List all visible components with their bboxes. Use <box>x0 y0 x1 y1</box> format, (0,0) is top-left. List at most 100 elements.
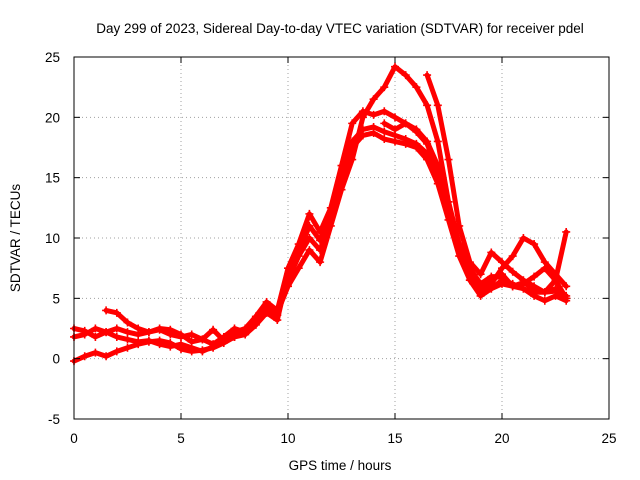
data-point <box>155 325 164 334</box>
data-point <box>166 330 175 339</box>
data-point <box>551 276 560 285</box>
data-point <box>508 252 517 261</box>
x-tick-label: 20 <box>494 431 509 446</box>
data-point <box>316 258 325 267</box>
data-point <box>219 332 228 341</box>
data-point <box>423 71 432 80</box>
data-point <box>508 267 517 276</box>
data-point <box>380 135 389 144</box>
series-5 <box>423 71 571 297</box>
data-point <box>177 340 185 349</box>
data-point <box>498 270 506 279</box>
data-point <box>305 209 314 218</box>
data-point <box>423 101 432 110</box>
data-point <box>230 324 239 333</box>
data-point <box>102 306 111 315</box>
data-point <box>391 62 399 71</box>
data-point <box>284 282 292 291</box>
data-point <box>294 264 303 273</box>
data-series-layer <box>70 62 571 366</box>
data-point <box>487 276 496 285</box>
data-point <box>412 125 421 134</box>
data-point <box>134 324 143 333</box>
y-tick-labels: -5 0 5 10 15 20 25 <box>45 50 60 427</box>
data-point <box>444 197 453 206</box>
data-point <box>112 332 121 341</box>
data-point <box>401 135 410 144</box>
data-point <box>369 110 378 119</box>
y-tick-label: 0 <box>52 352 60 367</box>
data-point <box>155 340 164 349</box>
data-point <box>123 318 132 327</box>
data-point <box>273 316 282 325</box>
axis-ticks <box>73 56 610 420</box>
data-point <box>412 83 421 92</box>
data-point <box>144 328 153 337</box>
y-tick-label: 5 <box>52 291 60 306</box>
data-point <box>369 95 378 104</box>
data-point <box>102 328 111 337</box>
data-point <box>476 288 485 297</box>
data-point <box>273 308 282 317</box>
data-point <box>519 276 528 285</box>
x-tick-label: 15 <box>387 431 402 446</box>
data-point <box>102 352 111 361</box>
data-point <box>380 119 389 128</box>
data-point <box>540 296 549 305</box>
data-point <box>391 125 399 134</box>
data-point <box>80 352 89 361</box>
series-line <box>103 64 569 347</box>
grid-lines <box>74 57 609 419</box>
data-point <box>337 161 346 170</box>
series-3 <box>70 107 571 356</box>
data-point <box>369 122 378 131</box>
data-point <box>358 113 367 122</box>
y-tick-label: 10 <box>45 231 60 246</box>
data-point <box>519 234 528 242</box>
data-point <box>412 139 421 148</box>
data-point <box>91 332 100 341</box>
data-point <box>241 328 250 337</box>
data-point <box>262 300 271 309</box>
data-point <box>187 343 196 352</box>
data-point <box>305 246 314 255</box>
data-point <box>209 340 218 349</box>
x-tick-label: 5 <box>177 431 185 446</box>
data-point <box>508 282 517 291</box>
data-point <box>562 282 571 291</box>
data-point <box>562 227 571 236</box>
data-point <box>91 324 100 333</box>
data-point <box>391 113 399 122</box>
x-tick-label: 0 <box>70 431 78 446</box>
data-point <box>380 127 389 136</box>
data-point <box>530 291 539 300</box>
data-point <box>251 318 260 327</box>
y-tick-label: 15 <box>45 171 60 186</box>
data-point <box>530 282 539 291</box>
data-point <box>487 248 496 257</box>
data-point <box>337 185 346 194</box>
data-point <box>112 324 121 333</box>
data-point <box>551 291 560 300</box>
data-point <box>80 330 89 339</box>
data-point <box>540 288 549 297</box>
x-tick-label: 10 <box>280 431 295 446</box>
data-point <box>433 101 442 110</box>
data-point <box>530 240 539 249</box>
data-point <box>348 155 357 164</box>
data-point <box>209 325 218 334</box>
series-6 <box>380 119 571 305</box>
data-point <box>551 284 560 293</box>
y-axis-label: SDTVAR / TECUs <box>8 184 23 293</box>
chart-title: Day 299 of 2023, Sidereal Day-to-day VTE… <box>96 21 583 36</box>
data-point <box>91 348 100 357</box>
data-point <box>530 272 539 281</box>
data-point <box>316 227 325 236</box>
data-point <box>112 308 121 317</box>
data-point <box>380 107 389 116</box>
data-point <box>326 221 335 230</box>
x-tick-labels: 0 5 10 15 20 25 <box>70 431 616 446</box>
data-point <box>187 330 196 339</box>
data-point <box>177 332 185 341</box>
data-point <box>316 236 325 245</box>
